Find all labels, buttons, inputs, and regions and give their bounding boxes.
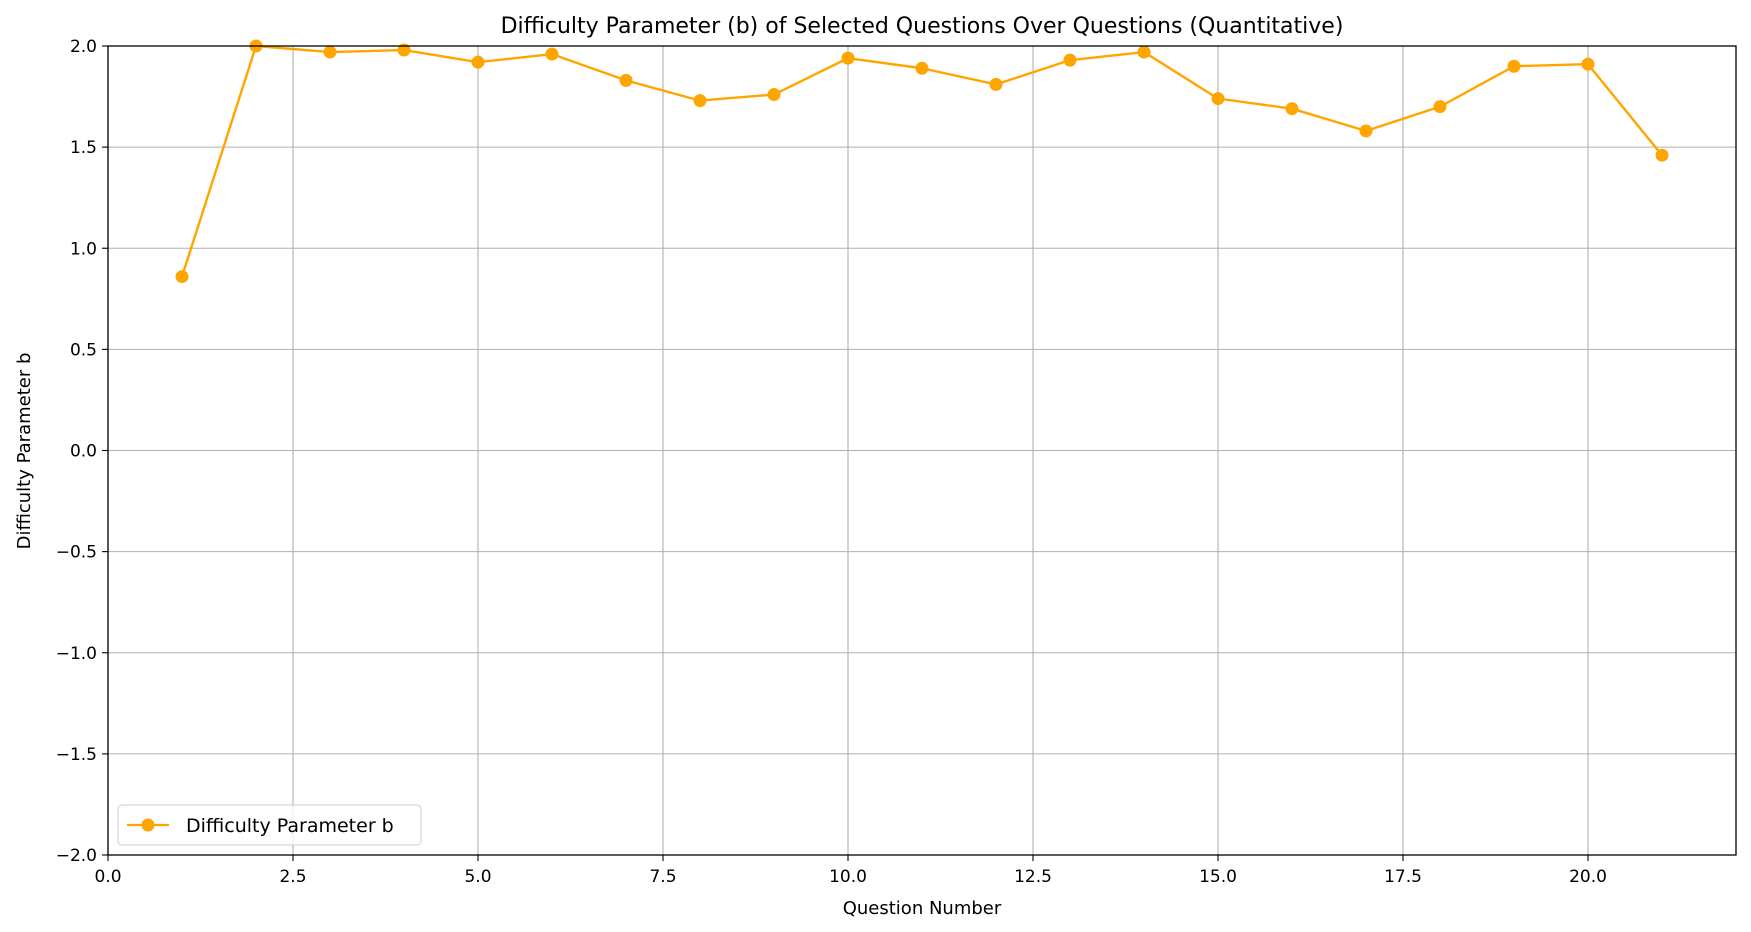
data-point (1359, 124, 1373, 138)
data-point (619, 73, 633, 87)
legend-marker (141, 818, 155, 832)
x-tick-label: 10.0 (829, 867, 867, 887)
y-tick-label: 1.0 (70, 239, 97, 259)
y-tick-label: 0.5 (70, 340, 97, 360)
y-tick-label: 0.0 (70, 442, 97, 462)
x-axis-ticks: 0.0 2.5 5.0 7.5 10.0 12.5 15.0 17.5 20.0 (94, 855, 1607, 887)
legend-label: Difficulty Parameter b (186, 815, 394, 837)
data-point (1137, 45, 1151, 59)
data-point (915, 61, 929, 75)
data-point (1063, 53, 1077, 67)
y-tick-label: −1.0 (56, 644, 97, 664)
data-point (323, 45, 337, 59)
chart-title: Difficulty Parameter (b) of Selected Que… (501, 14, 1344, 39)
data-point (1285, 102, 1299, 116)
data-point (397, 43, 411, 57)
x-tick-label: 12.5 (1014, 867, 1052, 887)
data-point (841, 51, 855, 65)
x-tick-label: 7.5 (649, 867, 676, 887)
y-tick-label: −1.5 (56, 745, 97, 765)
data-point (989, 77, 1003, 91)
legend: Difficulty Parameter b (117, 804, 422, 846)
x-axis-label: Question Number (843, 898, 1002, 919)
data-point (1433, 100, 1447, 114)
y-axis-label: Difficulty Parameter b (14, 353, 35, 550)
x-tick-label: 0.0 (94, 867, 121, 887)
y-tick-label: −2.0 (56, 846, 97, 866)
data-point (175, 270, 189, 284)
x-tick-label: 5.0 (464, 867, 491, 887)
data-point (1581, 57, 1595, 71)
data-point (767, 88, 781, 102)
data-point (1655, 148, 1669, 162)
data-point (1211, 92, 1225, 106)
data-point (471, 55, 485, 69)
data-point (1507, 59, 1521, 73)
y-tick-label: −0.5 (56, 543, 97, 563)
x-tick-label: 2.5 (279, 867, 306, 887)
y-tick-label: 2.0 (70, 37, 97, 57)
x-tick-label: 20.0 (1569, 867, 1607, 887)
x-tick-label: 17.5 (1384, 867, 1422, 887)
data-point (545, 47, 559, 61)
legend-box (117, 804, 422, 846)
y-axis-ticks: −2.0 −1.5 −1.0 −0.5 0.0 0.5 1.0 1.5 2.0 (56, 37, 108, 866)
x-tick-label: 15.0 (1199, 867, 1237, 887)
data-point (693, 94, 707, 108)
series-layer (175, 39, 1669, 284)
y-tick-label: 1.5 (70, 138, 97, 158)
